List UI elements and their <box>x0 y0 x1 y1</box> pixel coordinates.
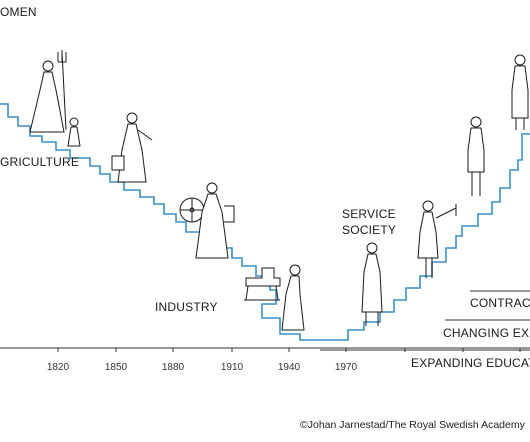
tick-label-1940: 1940 <box>277 362 301 373</box>
header-title-fragment: OMEN <box>0 5 37 19</box>
era-label-service-line2: SOCIETY <box>342 223 397 237</box>
farm-woman-pitchfork-icon <box>29 50 67 133</box>
woman-with-bucket-icon <box>111 112 153 183</box>
era-label-agriculture: GRICULTURE <box>0 155 80 169</box>
office-woman-icon <box>467 116 485 196</box>
tick-label-1970: 1970 <box>334 362 358 373</box>
era-label-industry: INDUSTRY <box>155 300 218 314</box>
era-label-service-line1: SERVICE <box>342 207 396 221</box>
service-worker-woman-icon <box>361 242 383 326</box>
professional-woman-icon <box>511 54 529 130</box>
teacher-woman-icon <box>417 200 457 278</box>
spinning-wheel-icon <box>179 197 235 223</box>
image-credit: ©Johan Jarnestad/The Royal Swedish Acade… <box>300 419 525 431</box>
bar-label-changing-expectations: CHANGING EXPE <box>443 326 530 340</box>
tick-label-1820: 1820 <box>46 362 70 373</box>
bar-label-contraception: CONTRACE <box>470 296 530 310</box>
factory-worker-woman-icon <box>281 264 305 331</box>
bar-label-expanding-education: EXPANDING EDUCATIO <box>411 356 530 370</box>
tick-label-1850: 1850 <box>104 362 128 373</box>
staircase-curve <box>0 103 530 341</box>
tick-marks <box>57 348 521 352</box>
tick-label-1880: 1880 <box>161 362 185 373</box>
spinning-wheel-woman-icon <box>195 182 229 259</box>
sewing-machine-icon <box>244 267 281 301</box>
child-icon <box>67 117 81 147</box>
tick-label-1910: 1910 <box>220 362 244 373</box>
